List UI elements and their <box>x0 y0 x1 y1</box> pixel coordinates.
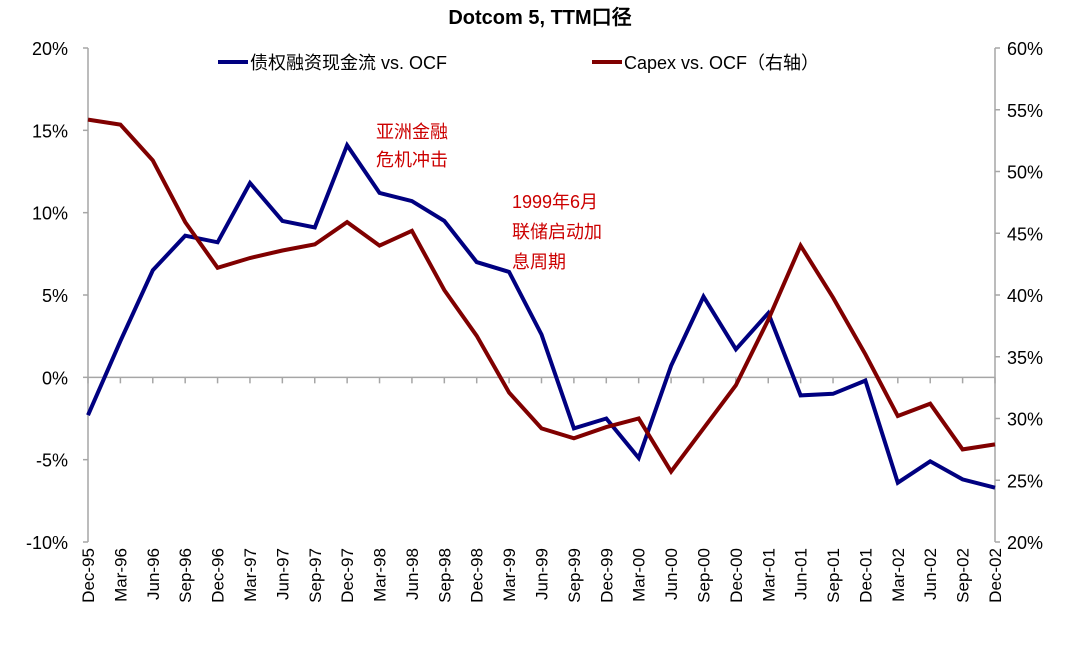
left-axis-tick-label: 20% <box>32 39 68 59</box>
annotation-asian-crisis: 亚洲金融 危机冲击 <box>376 122 448 170</box>
x-axis-tick-label: Mar-99 <box>500 548 519 602</box>
x-axis-tick-label: Jun-01 <box>792 548 811 600</box>
annotation-line: 1999年6月 <box>512 192 598 212</box>
left-axis-tick-label: 10% <box>32 204 68 224</box>
annotation-line: 危机冲击 <box>376 150 448 170</box>
x-axis-tick-label: Dec-98 <box>468 548 487 603</box>
chart-title: Dotcom 5, TTM口径 <box>448 5 631 29</box>
right-axis-tick-label: 50% <box>1007 163 1043 183</box>
x-axis-tick-label: Mar-98 <box>371 548 390 602</box>
right-axis-tick-label: 25% <box>1007 471 1043 491</box>
x-axis-tick-label: Dec-00 <box>727 548 746 603</box>
right-axis-tick-label: 35% <box>1007 348 1043 368</box>
left-axis-tick-label: -10% <box>26 533 68 553</box>
annotation-fed-hike: 1999年6月 联储启动加 息周期 <box>512 192 602 272</box>
legend-label-series-1: 债权融资现金流 vs. OCF <box>250 53 447 73</box>
x-axis-tick-label: Sep-02 <box>954 548 973 603</box>
x-axis-tick-label: Sep-99 <box>565 548 584 603</box>
series-line-2 <box>88 120 995 472</box>
left-axis-tick-label: 5% <box>42 286 68 306</box>
right-axis-tick-label: 45% <box>1007 224 1043 244</box>
x-axis-tick-label: Sep-00 <box>694 548 713 603</box>
annotation-line: 联储启动加 <box>512 222 602 242</box>
x-axis-tick-label: Jun-98 <box>403 548 422 600</box>
legend: 债权融资现金流 vs. OCF Capex vs. OCF（右轴） <box>218 53 819 73</box>
x-axis-tick-label: Dec-02 <box>986 548 1005 603</box>
right-axis-tick-label: 20% <box>1007 533 1043 553</box>
right-axis-tick-label: 30% <box>1007 410 1043 430</box>
x-axis-tick-label: Jun-99 <box>533 548 552 600</box>
right-axis-tick-label: 40% <box>1007 286 1043 306</box>
x-axis-tick-label: Dec-97 <box>338 548 357 603</box>
x-axis-tick-label: Jun-00 <box>662 548 681 600</box>
annotation-line: 亚洲金融 <box>376 122 448 142</box>
x-axis-tick-label: Dec-01 <box>856 548 875 603</box>
x-axis-tick-label: Dec-99 <box>597 548 616 603</box>
x-axis-tick-label: Mar-00 <box>630 548 649 602</box>
x-axis-tick-label: Mar-97 <box>241 548 260 602</box>
x-axis-tick-label: Sep-97 <box>306 548 325 603</box>
right-axis-tick-label: 55% <box>1007 101 1043 121</box>
x-axis-tick-label: Dec-96 <box>209 548 228 603</box>
x-axis-tick-label: Mar-01 <box>759 548 778 602</box>
x-axis-tick-label: Dec-95 <box>79 548 98 603</box>
left-axis-tick-label: 15% <box>32 121 68 141</box>
x-axis-tick-label: Jun-97 <box>273 548 292 600</box>
left-axis-tick-label: -5% <box>36 451 68 471</box>
x-axis-tick-label: Mar-96 <box>111 548 130 602</box>
left-axis-tick-label: 0% <box>42 368 68 388</box>
x-axis-tick-label: Sep-01 <box>824 548 843 603</box>
right-axis-tick-label: 60% <box>1007 39 1043 59</box>
x-axis-tick-label: Sep-98 <box>435 548 454 603</box>
legend-label-series-2: Capex vs. OCF（右轴） <box>624 53 819 73</box>
x-axis-tick-label: Mar-02 <box>889 548 908 602</box>
x-axis-tick-label: Sep-96 <box>176 548 195 603</box>
x-axis-tick-label: Jun-96 <box>144 548 163 600</box>
annotation-line: 息周期 <box>512 252 566 272</box>
x-axis-tick-label: Jun-02 <box>921 548 940 600</box>
